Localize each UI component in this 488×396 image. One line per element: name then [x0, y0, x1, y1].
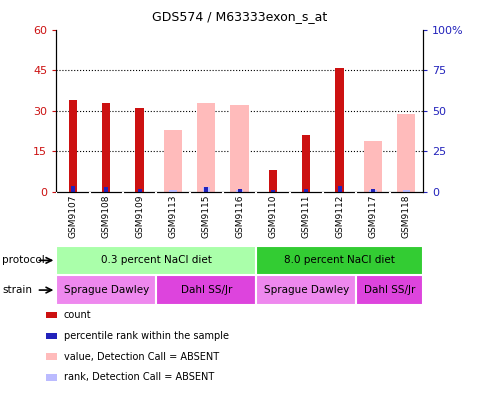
Text: GSM9112: GSM9112 [334, 195, 344, 238]
Bar [396, 114, 415, 192]
Bar [46, 333, 57, 339]
Text: strain: strain [2, 285, 32, 295]
Text: Dahl SS/Jr: Dahl SS/Jr [363, 285, 414, 295]
Bar [204, 187, 208, 192]
Bar [56, 246, 256, 275]
Text: 8.0 percent NaCl diet: 8.0 percent NaCl diet [284, 255, 394, 265]
Bar [46, 312, 57, 318]
Bar [368, 190, 376, 192]
Bar [363, 141, 381, 192]
Bar [46, 374, 57, 381]
Bar [356, 275, 422, 305]
Bar [137, 189, 142, 192]
Text: GSM9118: GSM9118 [401, 195, 410, 238]
Text: GSM9109: GSM9109 [135, 195, 144, 238]
Bar [202, 187, 209, 192]
Text: count: count [63, 310, 91, 320]
Bar [104, 187, 108, 192]
Bar [270, 190, 274, 192]
Bar [169, 190, 176, 192]
Text: Sprague Dawley: Sprague Dawley [63, 285, 148, 295]
Bar [370, 189, 374, 192]
Text: GSM9111: GSM9111 [301, 195, 310, 238]
Bar [402, 190, 409, 192]
Bar [56, 275, 156, 305]
Text: GSM9108: GSM9108 [102, 195, 110, 238]
Text: GSM9117: GSM9117 [368, 195, 377, 238]
Text: GSM9107: GSM9107 [68, 195, 77, 238]
Text: 0.3 percent NaCl diet: 0.3 percent NaCl diet [101, 255, 211, 265]
Bar [256, 275, 356, 305]
Bar [197, 103, 215, 192]
Bar [71, 186, 75, 192]
Bar [237, 189, 241, 192]
Bar [335, 68, 343, 192]
Bar [236, 190, 243, 192]
Bar [156, 275, 256, 305]
Text: protocol: protocol [2, 255, 45, 265]
Bar [230, 105, 248, 192]
Text: rank, Detection Call = ABSENT: rank, Detection Call = ABSENT [63, 373, 213, 383]
Text: GSM9116: GSM9116 [235, 195, 244, 238]
Bar [337, 186, 341, 192]
Text: percentile rank within the sample: percentile rank within the sample [63, 331, 228, 341]
Bar [46, 353, 57, 360]
Text: GSM9115: GSM9115 [202, 195, 210, 238]
Text: Sprague Dawley: Sprague Dawley [263, 285, 348, 295]
Bar [268, 170, 277, 192]
Text: GDS574 / M63333exon_s_at: GDS574 / M63333exon_s_at [152, 10, 326, 23]
Bar [163, 130, 182, 192]
Bar [135, 108, 143, 192]
Text: value, Detection Call = ABSENT: value, Detection Call = ABSENT [63, 352, 218, 362]
Bar [302, 135, 310, 192]
Bar [69, 100, 77, 192]
Text: GSM9113: GSM9113 [168, 195, 177, 238]
Text: GSM9110: GSM9110 [268, 195, 277, 238]
Bar [102, 103, 110, 192]
Bar [304, 189, 307, 192]
Text: Dahl SS/Jr: Dahl SS/Jr [180, 285, 231, 295]
Bar [256, 246, 422, 275]
